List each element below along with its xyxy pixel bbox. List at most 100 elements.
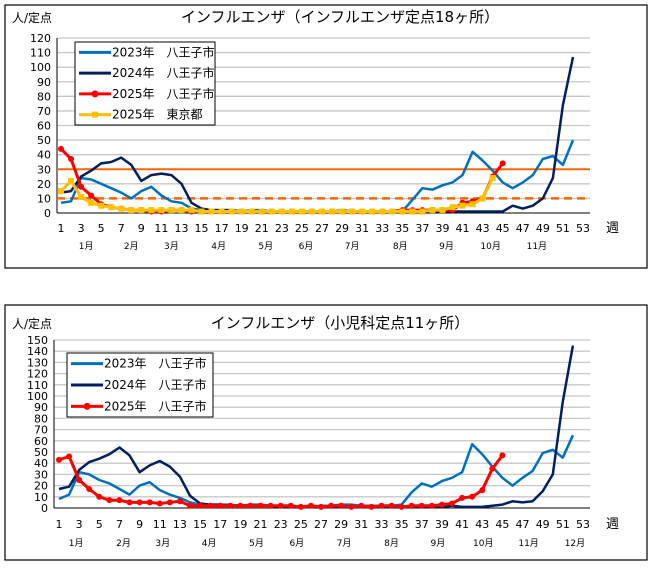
data-point <box>166 499 173 506</box>
x-tick-label: 45 <box>496 222 510 235</box>
data-point <box>86 485 93 492</box>
y-tick-label: 10 <box>37 192 51 205</box>
month-label: 2月 <box>116 538 131 549</box>
month-label: 4月 <box>202 538 217 549</box>
data-point <box>128 207 135 214</box>
data-point <box>368 503 375 510</box>
data-point <box>126 499 133 506</box>
x-tick-label: 11 <box>154 222 168 235</box>
x-tick-label: 17 <box>213 518 227 531</box>
y-tick-label: 80 <box>34 412 48 425</box>
data-point <box>88 192 95 199</box>
data-point <box>136 499 143 506</box>
data-point <box>237 502 244 509</box>
data-point <box>318 503 324 510</box>
x-tick-label: 27 <box>315 222 329 235</box>
data-point <box>418 502 425 509</box>
data-point <box>479 487 486 494</box>
data-point <box>287 502 294 509</box>
month-label: 9月 <box>439 241 454 252</box>
data-point <box>98 202 105 209</box>
x-tick-label: 25 <box>294 518 308 531</box>
x-tick-label: 7 <box>118 222 125 235</box>
data-point <box>138 207 145 214</box>
x-tick-label: 29 <box>334 518 348 531</box>
x-tick-label: 53 <box>576 518 590 531</box>
month-label: 2月 <box>124 241 139 252</box>
y-tick-label: 20 <box>37 178 51 191</box>
data-point <box>247 502 254 509</box>
month-label: 1月 <box>69 538 84 549</box>
y-tick-label: 120 <box>27 368 48 381</box>
data-point <box>178 207 185 214</box>
data-point <box>469 201 476 208</box>
legend-marker <box>83 402 91 410</box>
data-point <box>76 477 83 483</box>
x-tick-label: 31 <box>354 518 368 531</box>
legend-label: 2025年 八王子市 <box>112 86 215 101</box>
data-point <box>399 208 406 215</box>
month-label: 12月 <box>565 538 585 549</box>
data-point <box>288 208 295 215</box>
x-tick-label: 35 <box>395 518 409 531</box>
data-point <box>459 494 466 501</box>
x-tick-label: 31 <box>355 222 369 235</box>
data-point <box>106 497 113 504</box>
data-point <box>389 208 396 215</box>
legend-marker <box>92 111 98 118</box>
x-tick-label: 5 <box>96 518 103 531</box>
legend-box <box>74 41 216 126</box>
data-point <box>388 502 395 509</box>
y-tick-label: 40 <box>37 149 51 162</box>
data-point <box>56 456 62 463</box>
x-tick-label: 23 <box>274 518 288 531</box>
data-point <box>349 208 356 215</box>
x-tick-label: 43 <box>476 222 490 235</box>
y-tick-label: 10 <box>34 491 48 504</box>
data-point <box>369 208 376 215</box>
data-point <box>339 208 346 215</box>
month-label: 3月 <box>164 241 179 252</box>
data-point <box>198 208 205 215</box>
y-tick-label: 110 <box>30 47 51 60</box>
legend-label: 2023年 八王子市 <box>104 356 207 371</box>
data-point <box>408 502 415 509</box>
chart-title: インフルエンザ（小児科定点11ヶ所） <box>211 314 470 332</box>
data-point <box>297 503 304 510</box>
x-tick-label: 35 <box>395 222 409 235</box>
data-point <box>278 208 285 215</box>
y-tick-label: 80 <box>37 90 51 103</box>
x-tick-label: 33 <box>375 222 389 235</box>
data-point <box>298 208 305 215</box>
x-tick-label: 51 <box>556 222 570 235</box>
y-tick-label: 120 <box>30 32 51 45</box>
x-tick-label: 39 <box>435 222 449 235</box>
month-label: 11月 <box>527 241 547 252</box>
y-tick-label: 0 <box>44 207 51 220</box>
data-point <box>358 502 365 509</box>
data-point <box>499 160 506 167</box>
data-point <box>197 502 204 509</box>
y-axis-label: 人/定点 <box>12 10 52 25</box>
data-point <box>398 503 405 510</box>
data-point <box>207 502 214 509</box>
x-tick-label: 33 <box>374 518 388 531</box>
x-tick-label: 43 <box>475 518 489 531</box>
data-point <box>116 497 123 504</box>
y-axis-label: 人/定点 <box>12 316 52 331</box>
legend: 2023年 八王子市 2024年 八王子市 2025年 八王子市 2025年 東京都 <box>74 41 216 126</box>
y-tick-label: 60 <box>34 435 48 448</box>
data-point <box>68 177 75 184</box>
data-point <box>459 202 466 209</box>
x-tick-label: 7 <box>116 518 123 531</box>
y-tick-label: 50 <box>34 446 48 459</box>
data-point <box>449 204 456 211</box>
data-point <box>328 502 335 509</box>
data-point <box>439 207 446 214</box>
x-tick-label: 49 <box>536 222 550 235</box>
y-tick-label: 0 <box>41 502 48 515</box>
chart-border <box>4 304 648 561</box>
data-point <box>267 502 274 509</box>
